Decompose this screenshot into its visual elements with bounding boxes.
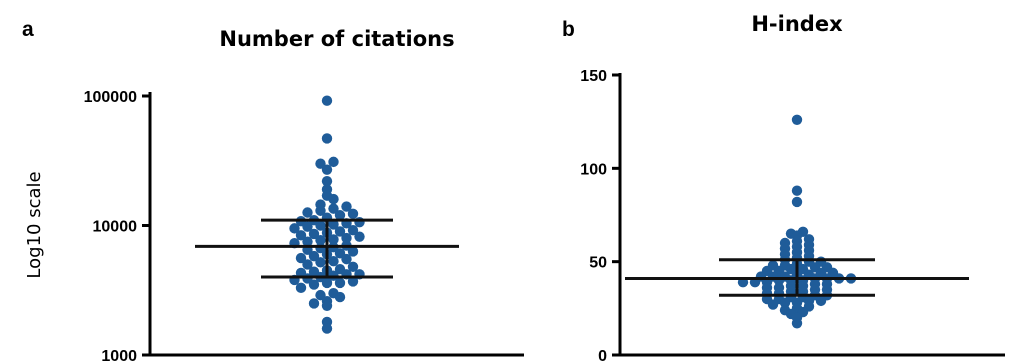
panel-a-data-point (328, 256, 339, 267)
panel-a-data-point (334, 226, 346, 237)
panel-a-points (289, 95, 365, 334)
panel-a-data-point (321, 300, 333, 311)
panel-a-data-point (295, 230, 307, 241)
panel-a-y-tick-label: 1000 (101, 348, 137, 361)
panel-a-data-point (321, 277, 333, 289)
panel-a-data-point (341, 253, 352, 265)
panel-b: b H-index 0 50 100 150 (562, 12, 1005, 361)
panel-b-data-point (791, 114, 803, 126)
panel-a-data-point (295, 252, 307, 264)
panel-a-y-tick-label: 10000 (93, 219, 138, 236)
panel-a-data-point (354, 231, 365, 242)
panel-b-y-tick-label: 50 (589, 255, 607, 272)
panel-a-data-point (289, 223, 300, 234)
panel-b-data-point (779, 297, 791, 308)
panel-b-points (737, 114, 857, 329)
panel-b-data-point (791, 196, 803, 208)
panel-b-y-tick-label: 0 (598, 348, 607, 361)
panel-a-data-point (321, 175, 333, 187)
panel-a-data-point (334, 291, 346, 303)
panel-a-data-point (315, 234, 326, 246)
panel-b-title: H-index (751, 12, 843, 36)
panel-a-data-point (328, 156, 339, 168)
panel-a-data-point (315, 220, 326, 231)
panel-b-ticks: 0 50 100 150 (580, 68, 620, 361)
panel-a-data-point (315, 257, 326, 268)
panel-a-data-point (302, 207, 313, 218)
panel-a-data-point (341, 232, 352, 244)
panel-a-data-point (308, 298, 320, 309)
panel-a-data-point (315, 289, 326, 301)
panel-a-letter: a (22, 18, 34, 41)
panel-a-data-point (302, 236, 313, 247)
panel-a-data-point (308, 279, 320, 290)
panel-a-title: Number of citations (219, 27, 454, 51)
panel-b-y-tick-label: 100 (580, 161, 607, 178)
panel-a-data-point (295, 282, 307, 294)
panel-a-data-point (308, 228, 320, 240)
panel-a-data-point (347, 276, 359, 287)
panel-a-data-point (328, 193, 339, 205)
panel-a-data-point (321, 133, 333, 144)
panel-a-data-point (315, 205, 326, 216)
panel-a-summary-lines (195, 218, 459, 279)
panel-a-data-point (302, 259, 313, 270)
panel-b-letter: b (562, 18, 575, 41)
panel-a-data-point (334, 277, 346, 289)
panel-b-data-point (815, 295, 827, 307)
panel-b-y-tick-label: 150 (580, 68, 607, 85)
panel-a-data-point (347, 246, 359, 257)
panel-a: a Number of citations Log10 scale 100010… (22, 18, 524, 361)
panel-a-data-point (347, 261, 359, 272)
panel-a-ticks: 1000 10000 100000 (84, 89, 150, 361)
panel-a-data-point (341, 201, 352, 212)
panel-b-data-point (791, 318, 803, 329)
panel-a-data-point (321, 95, 333, 106)
panel-a-data-point (328, 234, 339, 245)
panel-a-data-point (328, 203, 339, 214)
panel-a-data-point (302, 221, 313, 232)
panel-a-data-point (347, 208, 359, 220)
panel-a-data-point (334, 210, 346, 221)
panel-a-data-point (347, 224, 359, 236)
panel-b-data-point (767, 299, 779, 310)
panel-a-data-point (321, 164, 333, 175)
panel-b-data-point (791, 185, 803, 196)
panel-a-data-point (328, 219, 339, 230)
panel-b-summary-lines (625, 258, 969, 297)
panel-a-y-axis-label: Log10 scale (24, 171, 45, 278)
panel-a-data-point (308, 250, 320, 262)
panel-a-y-tick-label: 100000 (84, 89, 137, 106)
panel-a-data-point (321, 323, 333, 334)
